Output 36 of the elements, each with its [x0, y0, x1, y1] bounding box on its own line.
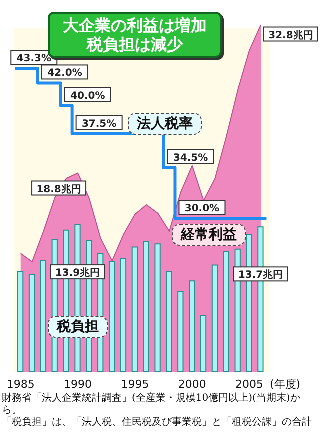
data-label: 30.0%: [184, 204, 220, 215]
bar: [28, 274, 36, 372]
bar: [200, 315, 207, 372]
series-label: 経常利益: [172, 224, 246, 246]
data-label: 18.8兆円: [36, 183, 82, 196]
series-label: 税負担: [48, 316, 108, 338]
bar: [18, 271, 24, 372]
x-tick-label: 1990: [64, 378, 92, 391]
x-tick-label: 2000: [178, 378, 206, 391]
data-label: 42.0%: [48, 68, 82, 80]
text: 財務省「法人企業統計調査」(全産業・規模10億円以上)(当期末)から。: [2, 393, 302, 416]
data-label: 43.3%: [16, 54, 52, 65]
x-tick-label: 2005: [236, 378, 264, 391]
x-tick-label: 1985: [6, 378, 35, 391]
series-label: 法人税率: [128, 113, 202, 135]
text: 大企業の利益は増加税負担は減少: [63, 16, 207, 54]
bar: [40, 260, 47, 372]
data-label: 40.0%: [70, 90, 106, 102]
data-label: 13.9兆円: [55, 267, 100, 280]
bar: [212, 264, 218, 372]
bar: [154, 244, 161, 372]
data-label: 13.7兆円: [238, 269, 284, 282]
bar: [143, 241, 150, 372]
data-label: 34.5%: [173, 152, 208, 164]
bar: [108, 262, 116, 372]
bar: [223, 250, 230, 372]
data-label: 37.5%: [82, 118, 117, 130]
x-tick-label: 1995: [121, 378, 150, 391]
x-axis-title: (年度): [270, 377, 301, 392]
bar: [189, 280, 196, 372]
bar: [166, 271, 172, 372]
text: 「税負担」は、「法人税、住民税及び事業税」と「租税公課」の合計: [2, 417, 313, 429]
bar: [132, 246, 138, 372]
bar: [178, 291, 184, 372]
data-label: 32.8兆円: [268, 29, 314, 42]
bar: [120, 258, 127, 372]
